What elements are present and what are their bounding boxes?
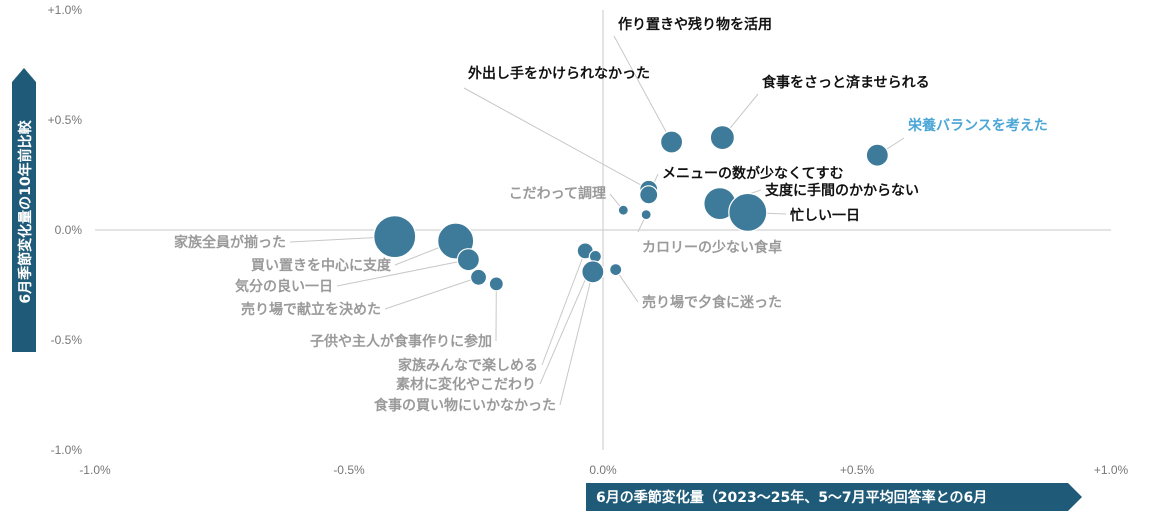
gridlines — [95, 10, 1111, 450]
y-axis-title-box: 6月季節変化量の10年前比較 — [12, 68, 36, 352]
y-tick-label: -0.5% — [51, 333, 83, 347]
leader-lines — [289, 35, 905, 406]
leader-line — [384, 279, 472, 310]
x-tick-label: +0.5% — [840, 463, 875, 477]
x-axis-title-box: 6月の季節変化量（2023〜25年、5〜7月平均回答率との6月 — [586, 483, 1082, 511]
bubble-point — [373, 215, 417, 259]
leader-line — [766, 212, 787, 215]
point-label: 売り場で夕食に迷った — [642, 294, 782, 311]
leader-line — [394, 247, 440, 266]
bubble-point — [609, 263, 623, 277]
bubble-point — [469, 268, 488, 286]
bubble-point — [640, 209, 652, 221]
leader-line — [541, 258, 583, 366]
bubble-point — [581, 260, 605, 284]
leader-line — [618, 274, 639, 303]
point-label: 素材に変化やこだわり — [396, 376, 536, 393]
point-label: カロリーの少ない食卓 — [642, 239, 782, 256]
point-labels: 作り置きや残り物を活用外出し手をかけられなかった食事をさっと済ませられる栄養バラ… — [174, 16, 1048, 414]
leader-line — [289, 237, 374, 243]
point-label: 忙しい一日 — [790, 207, 860, 224]
x-tick-labels: -1.0% -0.5% 0.0% +0.5% +1.0% — [79, 463, 1128, 477]
y-tick-label: -1.0% — [51, 443, 83, 457]
bubble-point — [865, 143, 889, 167]
point-label: 家族みんなで楽しめる — [398, 357, 538, 374]
bubble-point — [659, 130, 684, 154]
leader-line — [886, 137, 905, 150]
y-tick-labels: +1.0% +0.5% 0.0% -0.5% -1.0% — [48, 3, 83, 457]
point-label: 作り置きや残り物を活用 — [618, 16, 772, 33]
leader-line — [729, 93, 759, 129]
point-label: 買い置きを中心に支度 — [251, 257, 392, 274]
y-tick-label: 0.0% — [55, 223, 83, 237]
point-label: 食事をさっと済ませられる — [762, 74, 930, 91]
point-label: 食事の買い物にいかなかった — [374, 397, 556, 414]
x-tick-label: -1.0% — [79, 463, 111, 477]
point-label: 気分の良い一日 — [235, 278, 333, 295]
leader-line — [559, 282, 591, 406]
bubble-point — [709, 125, 735, 151]
bubble-point — [639, 185, 659, 205]
leader-line — [463, 87, 642, 186]
leader-line — [609, 193, 621, 207]
y-tick-label: +1.0% — [48, 3, 83, 17]
point-label: 売り場で献立を決めた — [241, 301, 381, 318]
leader-line — [336, 261, 458, 287]
leader-line — [613, 35, 667, 133]
x-tick-label: 0.0% — [589, 463, 617, 477]
leader-line — [637, 218, 645, 233]
point-label: 子供や主人が食事作りに参加 — [310, 333, 492, 350]
x-tick-label: -0.5% — [333, 463, 365, 477]
point-label: こだわって調理 — [509, 185, 606, 202]
bubbles — [373, 125, 889, 292]
y-tick-label: +0.5% — [48, 113, 83, 127]
bubble-point — [728, 192, 768, 232]
bubble-point — [456, 248, 480, 272]
point-label: 家族全員が揃った — [174, 234, 286, 251]
bubble-point — [617, 204, 629, 216]
y-axis-title: 6月季節変化量の10年前比較 — [17, 119, 34, 303]
point-label: 外出し手をかけられなかった — [468, 65, 650, 82]
bubble-point — [488, 276, 504, 292]
point-label: 支度に手間のかからない — [764, 182, 919, 199]
point-label: メニューの数が少なくてすむ — [662, 165, 844, 182]
x-tick-label: +1.0% — [1094, 463, 1129, 477]
leader-line — [539, 261, 594, 385]
x-axis-title: 6月の季節変化量（2023〜25年、5〜7月平均回答率との6月 — [596, 489, 987, 506]
point-label: 栄養バランスを考えた — [907, 117, 1048, 134]
